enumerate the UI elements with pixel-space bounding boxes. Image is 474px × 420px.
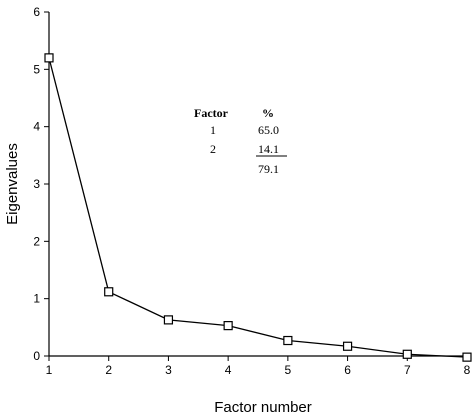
data-point-marker	[104, 287, 114, 297]
data-point-marker	[402, 349, 412, 359]
table-row-1-factor: 1	[210, 123, 216, 137]
x-tick-label: 4	[225, 363, 232, 377]
series	[44, 53, 472, 362]
axes	[48, 12, 467, 357]
data-point-marker	[44, 53, 54, 63]
data-point-marker	[223, 321, 233, 331]
data-point-marker	[163, 315, 174, 325]
percent-table: Factor % 1 65.0 2 14.1 79.1	[194, 106, 287, 176]
x-tick-label: 8	[464, 363, 471, 377]
x-tick-label: 6	[344, 363, 351, 377]
data-point-marker	[462, 352, 472, 362]
y-tick-label: 3	[33, 177, 40, 191]
y-tick-label: 4	[33, 120, 40, 134]
series-line	[48, 57, 468, 358]
x-tick-label: 3	[165, 363, 172, 377]
x-axis-title: Factor number	[214, 399, 312, 416]
y-axis-title: Eigenvalues	[4, 143, 21, 225]
x-tick-label: 5	[285, 363, 292, 377]
y-tick-label: 6	[33, 5, 40, 19]
x-tick-label: 1	[46, 363, 53, 377]
x-tick-label: 2	[105, 363, 112, 377]
table-row-2-percent: 14.1	[258, 142, 279, 156]
y-tick-label: 5	[33, 62, 40, 76]
y-tick-label: 2	[33, 234, 40, 248]
table-row-1-percent: 65.0	[258, 123, 279, 137]
y-tick-label: 0	[33, 349, 40, 363]
table-header-percent: %	[262, 106, 274, 120]
data-point-marker	[342, 341, 353, 351]
data-point-marker	[283, 335, 293, 346]
x-tick-label: 7	[404, 363, 411, 377]
table-total-percent: 79.1	[258, 162, 279, 176]
table-row-2-factor: 2	[210, 142, 216, 156]
y-tick-label: 1	[33, 292, 40, 306]
table-header-factor: Factor	[194, 106, 229, 120]
